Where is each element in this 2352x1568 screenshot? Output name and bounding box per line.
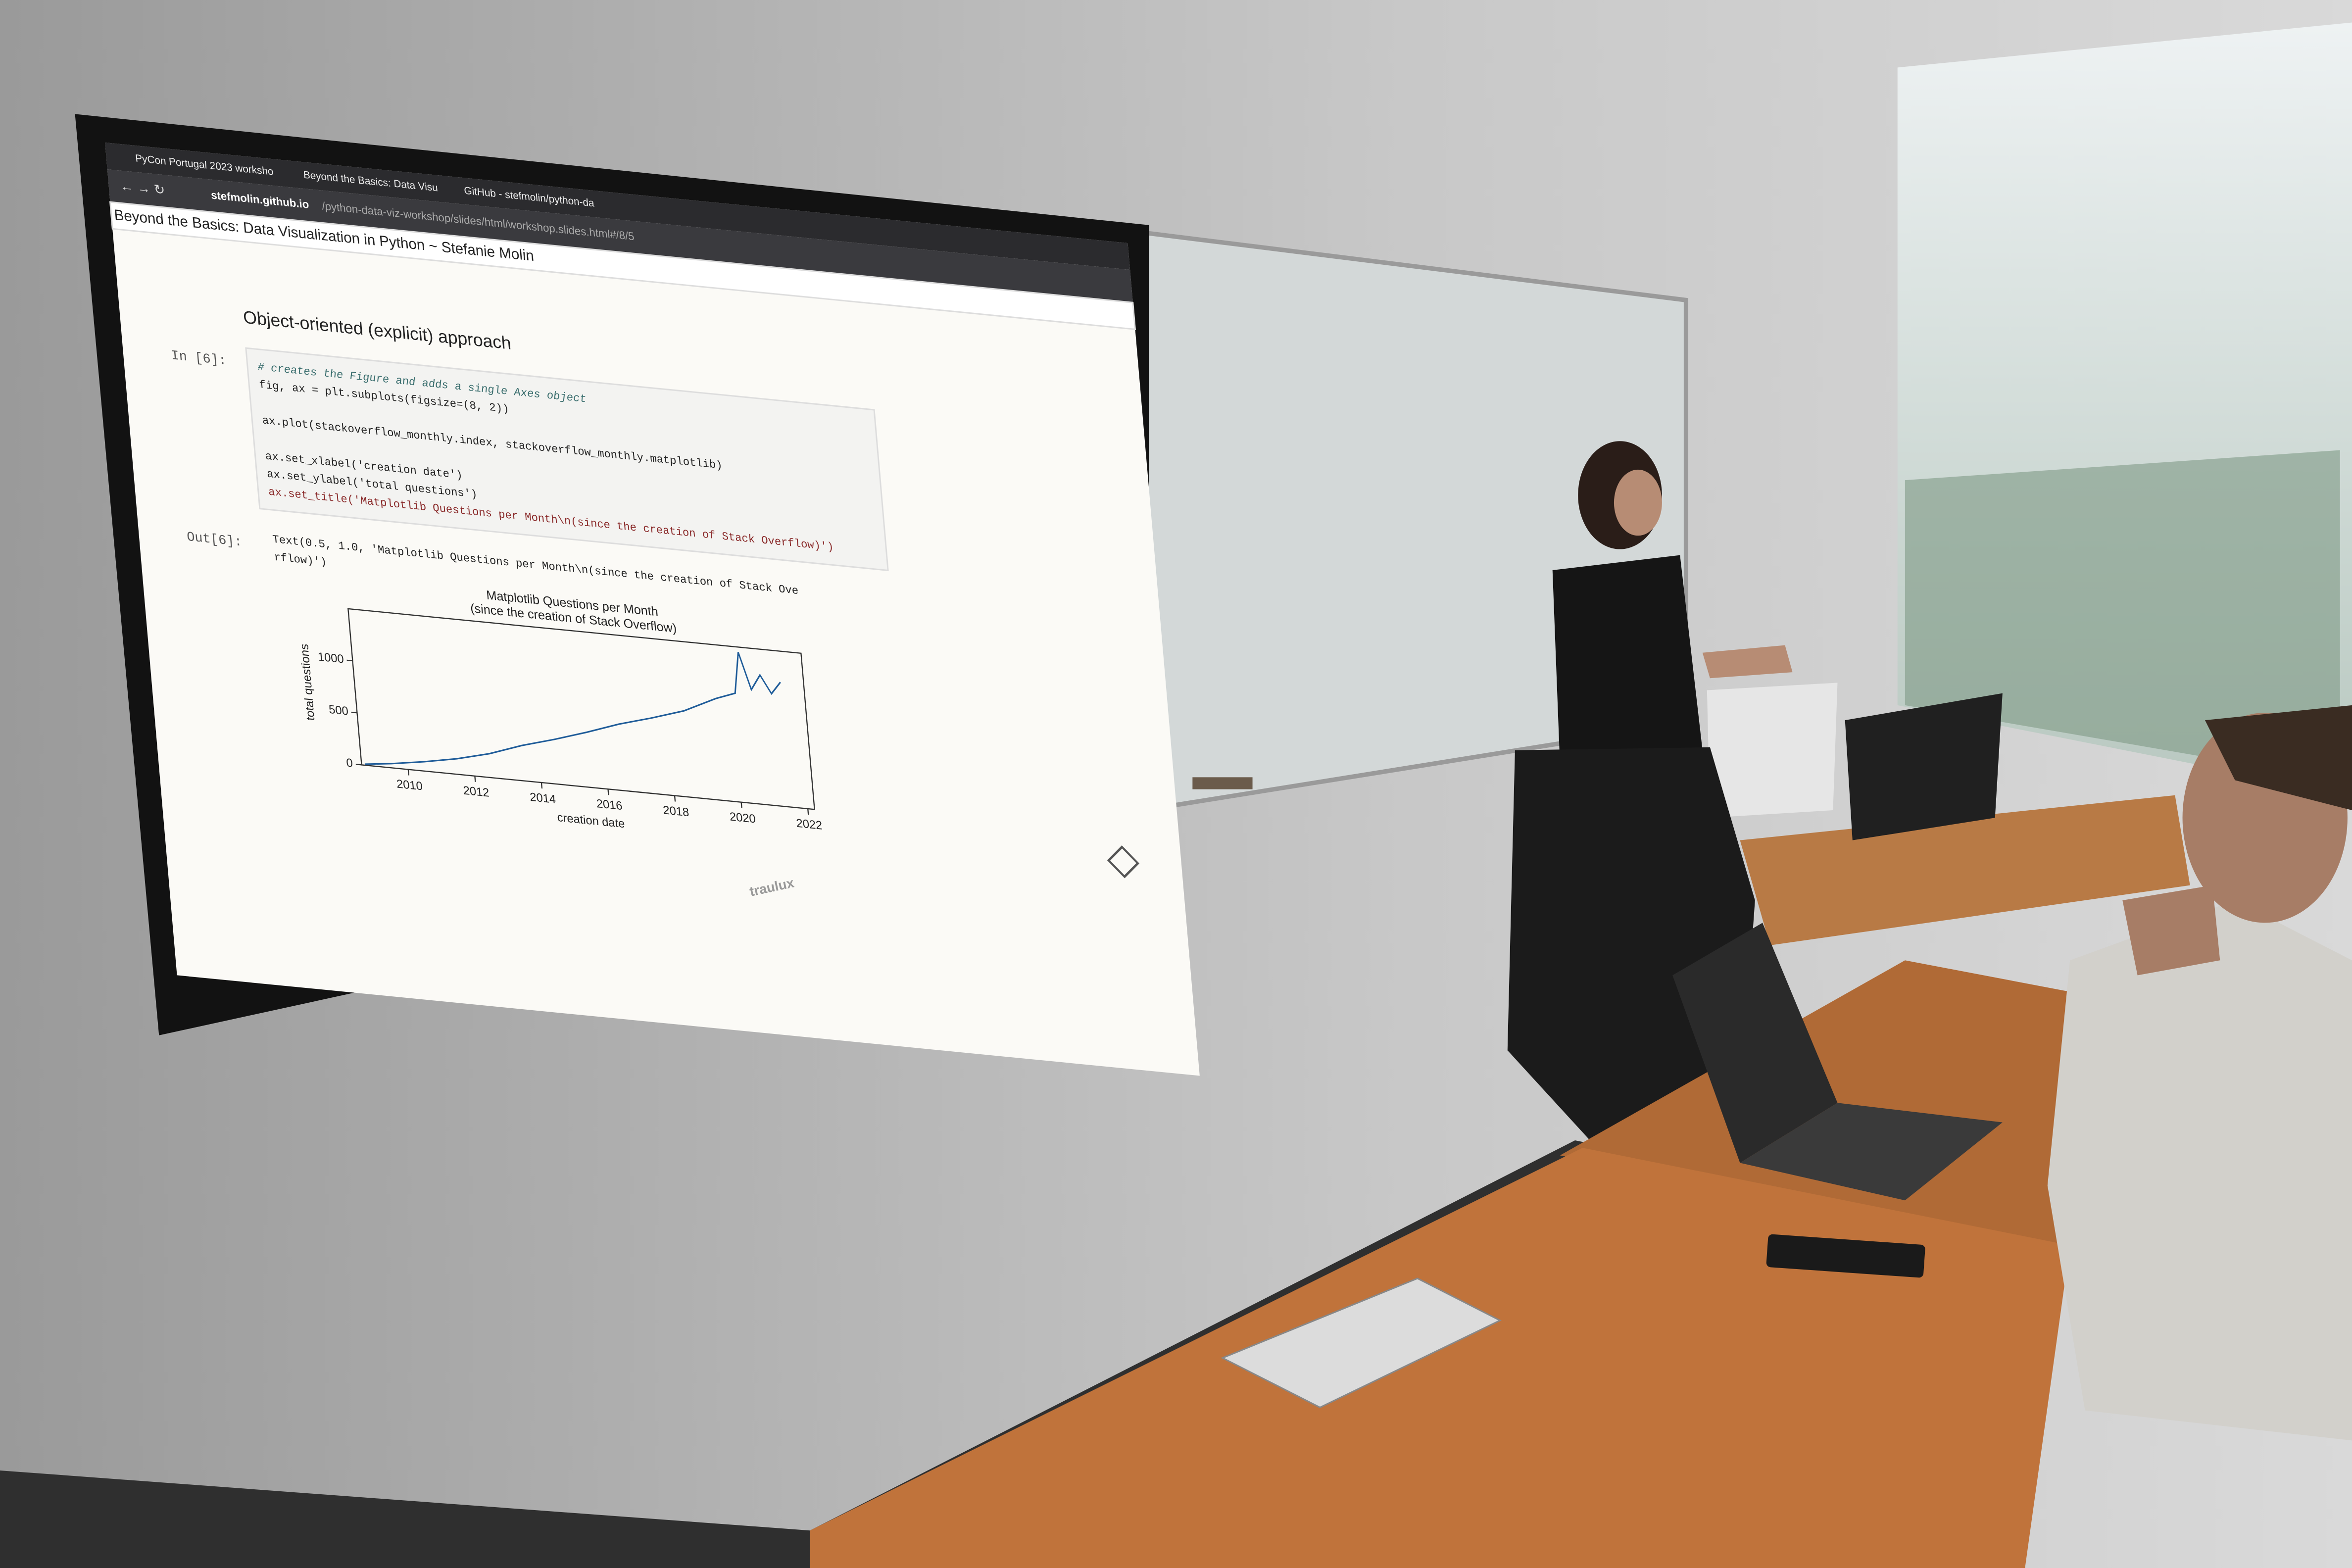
y-tick-label: 0 — [345, 756, 353, 770]
office-chair — [1507, 747, 1755, 1140]
url-bar — [107, 169, 1133, 303]
x-tick-label: 2018 — [662, 803, 689, 819]
x-tick-label: 2016 — [596, 797, 623, 813]
code-cell — [245, 347, 889, 572]
chart: Matplotlib Questions per Month(since the… — [297, 588, 823, 833]
x-tick-label: 2022 — [796, 817, 823, 833]
trees — [1905, 450, 2340, 781]
x-tick — [407, 769, 410, 776]
phone — [1766, 1234, 1925, 1278]
y-tick-label: 1000 — [317, 650, 344, 666]
presenter-face — [1614, 469, 1662, 536]
y-tick — [355, 763, 362, 766]
data-line — [364, 652, 781, 765]
x-tick — [740, 802, 742, 808]
plot-frame — [347, 608, 815, 810]
laptop-base — [1740, 1103, 2003, 1201]
tab-bar — [105, 143, 1130, 270]
eraser — [1192, 777, 1253, 789]
attendee-hair — [2205, 705, 2352, 811]
monitor — [1845, 693, 2003, 840]
x-tick-label: 2012 — [463, 784, 490, 800]
x-tick-label: 2014 — [529, 790, 556, 806]
screen: PyCon Portugal 2023 worksho Beyond the B… — [105, 142, 1200, 1076]
y-tick — [346, 659, 353, 662]
x-tick-label: 2010 — [396, 777, 423, 793]
y-tick-label: 500 — [328, 703, 349, 718]
slide-nav[interactable] — [1107, 845, 1140, 879]
x-tick-label: 2020 — [729, 810, 756, 826]
desk-hatch — [1221, 1277, 1502, 1409]
attendee-hands — [2122, 885, 2220, 976]
y-tick — [351, 711, 357, 714]
x-tick — [540, 782, 543, 789]
desk-front — [810, 1148, 2070, 1568]
radiator — [1707, 683, 1838, 818]
slide-header-bar — [109, 201, 1136, 330]
presenter-hand — [1702, 645, 1793, 679]
presenter-body — [1552, 555, 1703, 766]
laptop-screen — [1672, 923, 1838, 1163]
attendee-shirt — [2047, 900, 2352, 1441]
